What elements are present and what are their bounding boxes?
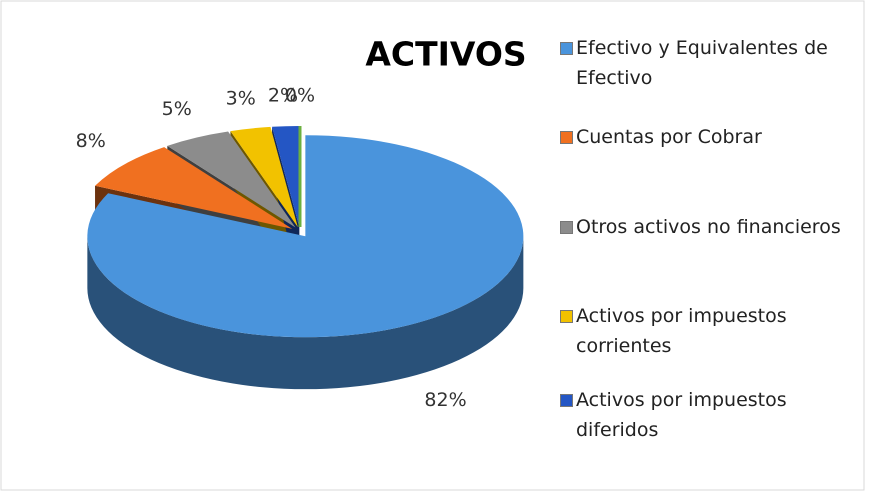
data-label: 5% [162, 98, 192, 120]
data-label: 0% [285, 84, 315, 106]
legend-label: Otros activos no financieros [576, 216, 841, 238]
slice [167, 131, 296, 228]
legend-label: Cuentas por Cobrar [576, 126, 762, 148]
chart-title: ACTIVOS [365, 35, 526, 74]
pie-tops [87, 126, 524, 338]
legend-item: Cuentas por Cobrar [560, 122, 860, 152]
data-label: 3% [226, 87, 256, 109]
legend-label: Efectivo y Equivalentes de Efectivo [576, 37, 828, 89]
legend-item: Otros activos no financieros [560, 212, 860, 242]
legend-item: Activos por impuestos diferidos [560, 385, 860, 445]
slice [230, 126, 298, 228]
legend-label: Activos por impuestos corrientes [576, 305, 787, 357]
slice [87, 135, 524, 338]
data-label: 8% [76, 130, 106, 152]
legend-item: Efectivo y Equivalentes de Efectivo [560, 33, 860, 93]
legend-label: Activos por impuestos diferidos [576, 389, 787, 441]
slice [272, 126, 300, 228]
legend-swatch [560, 221, 573, 234]
data-label: 82% [424, 389, 466, 411]
legend-item: Activos por impuestos corrientes [560, 301, 860, 361]
slice-side [87, 236, 524, 390]
legend-swatch [560, 310, 573, 323]
slice [95, 147, 293, 229]
legend-swatch [560, 394, 573, 407]
legend-swatch [560, 131, 573, 144]
data-label: 2% [268, 85, 298, 107]
legend-swatch [560, 42, 573, 55]
